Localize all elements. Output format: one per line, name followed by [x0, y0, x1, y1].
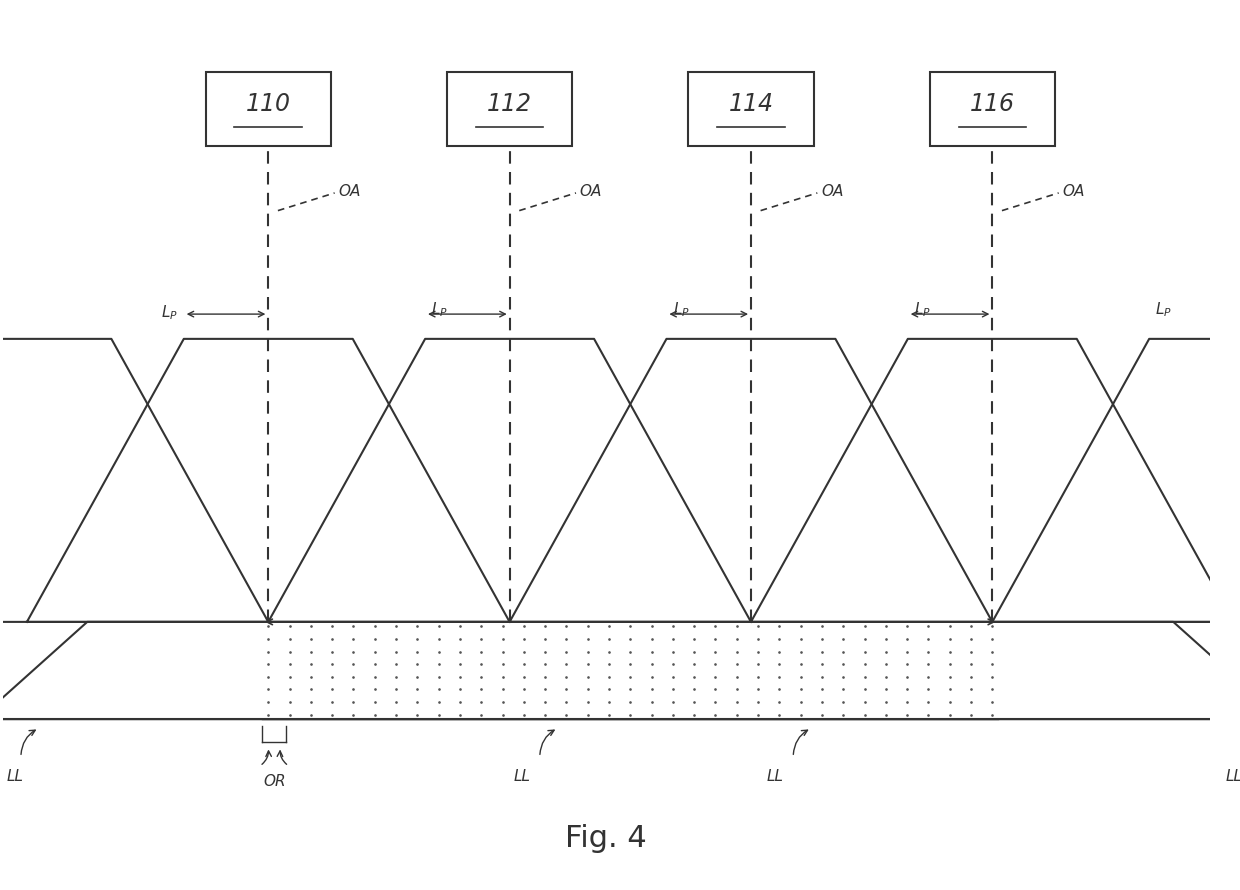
Text: 112: 112 [487, 93, 532, 117]
Text: Fig. 4: Fig. 4 [565, 824, 647, 854]
Text: $L_P$: $L_P$ [432, 300, 448, 319]
Text: LL: LL [766, 769, 784, 784]
Text: 114: 114 [728, 93, 774, 117]
FancyBboxPatch shape [688, 72, 813, 146]
Text: LL: LL [6, 769, 24, 784]
Text: LL: LL [513, 769, 531, 784]
Text: OA: OA [821, 183, 843, 198]
Text: 110: 110 [246, 93, 290, 117]
FancyBboxPatch shape [930, 72, 1055, 146]
Text: OA: OA [339, 183, 361, 198]
FancyBboxPatch shape [446, 72, 573, 146]
Text: 116: 116 [970, 93, 1014, 117]
Text: OA: OA [1063, 183, 1085, 198]
FancyBboxPatch shape [206, 72, 331, 146]
Text: OA: OA [579, 183, 601, 198]
Text: OR: OR [263, 774, 285, 789]
Text: LL: LL [1225, 769, 1240, 784]
Text: $L_P$: $L_P$ [914, 300, 931, 319]
Text: $L_P$: $L_P$ [1156, 300, 1172, 319]
Text: $L_P$: $L_P$ [161, 303, 177, 321]
Text: $L_P$: $L_P$ [672, 300, 689, 319]
